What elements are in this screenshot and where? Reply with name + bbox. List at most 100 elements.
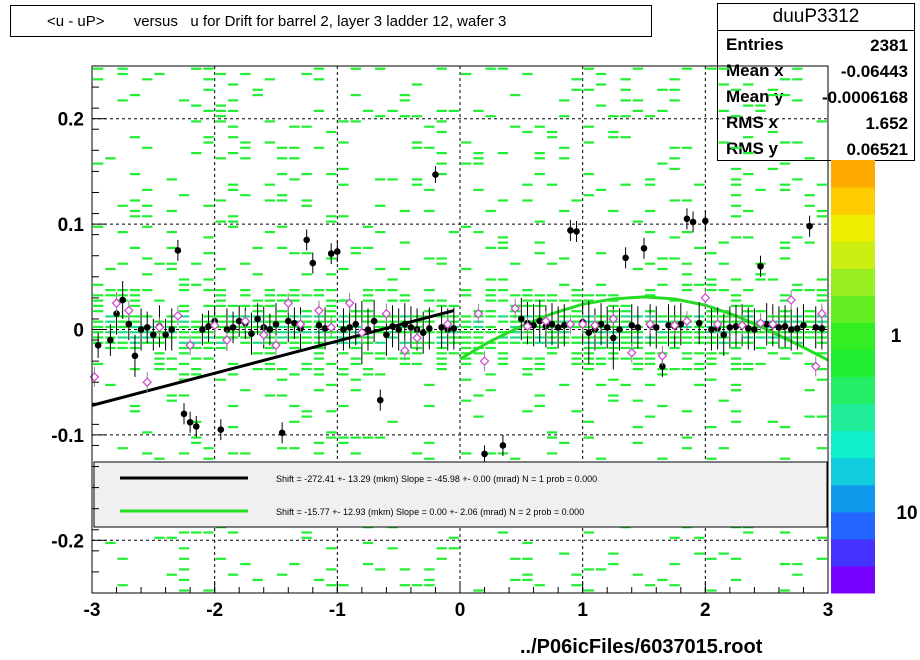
histogram-cell (767, 167, 778, 170)
histogram-cell (804, 289, 815, 292)
profile-point (450, 325, 458, 332)
histogram-cell (669, 236, 680, 239)
histogram-cell (154, 357, 165, 360)
profile-point (757, 262, 764, 270)
histogram-cell (681, 336, 693, 339)
profile-point (223, 326, 231, 333)
histogram-cell (620, 325, 631, 329)
histogram-cell (142, 215, 153, 218)
histogram-cell (338, 373, 349, 376)
histogram-cell (645, 362, 656, 365)
open-marker (817, 308, 827, 319)
histogram-cell (105, 315, 116, 318)
histogram-cell (338, 267, 349, 271)
histogram-cell (632, 426, 643, 429)
histogram-cell (522, 557, 533, 560)
histogram-cell (473, 109, 484, 112)
histogram-cell (669, 257, 680, 260)
open-marker (412, 333, 422, 343)
histogram-cell (166, 357, 177, 360)
histogram-cell (706, 457, 717, 460)
histogram-cell (191, 331, 202, 334)
histogram-cell (669, 146, 680, 149)
histogram-cell (595, 83, 607, 86)
histogram-cell (277, 146, 288, 149)
histogram-cell (338, 404, 349, 408)
histogram-cell (399, 115, 410, 118)
profile-point (628, 321, 636, 329)
histogram-cell (595, 283, 607, 286)
histogram-cell (178, 304, 190, 307)
histogram-cell (215, 304, 226, 307)
histogram-cell (608, 294, 619, 297)
histogram-cell (620, 320, 631, 323)
histogram-cell (743, 304, 754, 307)
histogram-cell (571, 88, 582, 91)
histogram-cell (264, 199, 275, 202)
histogram-cell (154, 368, 165, 371)
histogram-cell (595, 383, 607, 386)
histogram-cell (411, 83, 423, 86)
histogram-cell (804, 331, 815, 334)
histogram-cell (375, 320, 386, 323)
histogram-cell (510, 320, 521, 323)
profile-point (603, 324, 611, 331)
histogram-cell (154, 352, 165, 355)
histogram-cell (522, 578, 533, 581)
histogram-cell (571, 310, 582, 313)
histogram-cell (93, 299, 104, 302)
open-marker (786, 295, 797, 305)
histogram-cell (289, 420, 300, 423)
histogram-cell (534, 584, 545, 587)
histogram-cell (375, 357, 386, 360)
histogram-cell (289, 294, 300, 297)
histogram-cell (227, 99, 239, 102)
histogram-cell (657, 336, 668, 339)
colorbar-label: 1 (891, 326, 902, 347)
histogram-cell (669, 346, 680, 350)
colorbar-segment (831, 349, 875, 377)
profile-point (327, 250, 335, 257)
open-marker (626, 347, 637, 358)
legend-text: Shift = -15.77 +- 12.93 (mkm) Slope = 0.… (276, 507, 584, 517)
histogram-cell (669, 99, 680, 102)
histogram-cell (191, 283, 202, 286)
histogram-cell (215, 157, 226, 160)
histogram-cell (411, 178, 423, 181)
histogram-cell (313, 373, 325, 376)
histogram-cell (326, 383, 337, 386)
open-marker (123, 305, 134, 316)
histogram-cell (448, 547, 459, 550)
histogram-cell (387, 299, 398, 302)
profile-point (781, 323, 789, 330)
colorbar-segment (831, 268, 875, 296)
histogram-cell (362, 563, 374, 566)
histogram-cell (497, 278, 509, 281)
histogram-cell (436, 109, 447, 112)
histogram-cell (779, 246, 791, 249)
histogram-cell (497, 336, 509, 339)
histogram-cell (252, 273, 263, 276)
histogram-cell (632, 220, 643, 223)
histogram-cell (166, 394, 177, 397)
histogram-cell (264, 141, 275, 144)
histogram-cell (277, 246, 288, 249)
profile-point (395, 326, 402, 333)
histogram-cell (436, 557, 447, 560)
fit-legend: Shift = -272.41 +- 13.29 (mkm) Slope = -… (93, 461, 828, 528)
open-marker (399, 345, 410, 356)
histogram-cell (436, 368, 447, 371)
histogram-cell (191, 336, 202, 339)
open-marker (111, 298, 122, 308)
profile-point (665, 321, 672, 329)
histogram-cell (510, 294, 521, 297)
histogram-cell (264, 78, 275, 81)
histogram-cell (191, 346, 202, 350)
histogram-cell (546, 352, 558, 355)
histogram-cell (681, 283, 693, 286)
histogram-cell (448, 231, 459, 234)
histogram-cell (681, 436, 693, 439)
histogram-cell (215, 120, 226, 123)
histogram-cell (215, 220, 226, 223)
histogram-cell (559, 299, 570, 302)
